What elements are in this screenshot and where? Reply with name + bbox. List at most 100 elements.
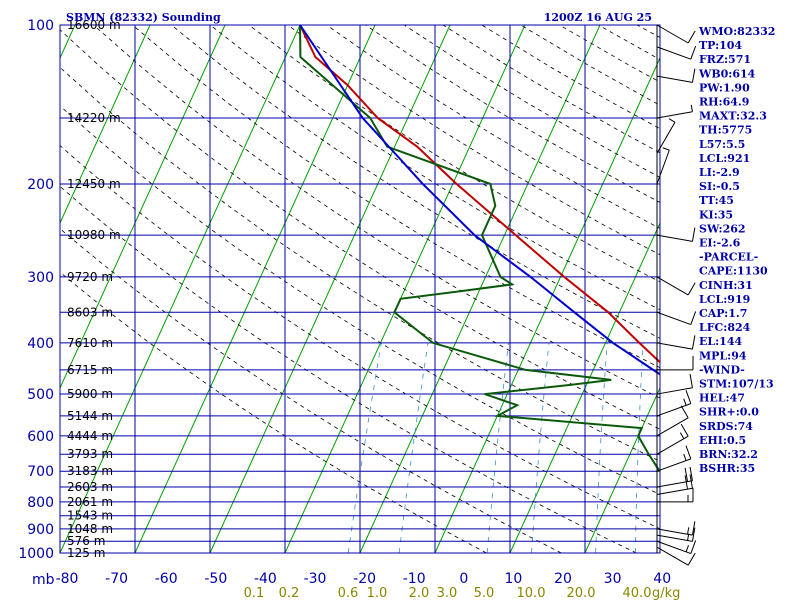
wind-barb-flag [685, 545, 689, 553]
wind-barb-flag [689, 466, 693, 481]
sounding-index: EHI:0.5 [699, 434, 746, 447]
wind-barb-shaft [656, 387, 693, 395]
plot-frame [59, 24, 661, 554]
mixing-ratio-line [531, 342, 550, 553]
sounding-index: L57:5.5 [699, 138, 745, 151]
sounding-index: SHR+:0.0 [699, 406, 759, 419]
wind-barb-flag [662, 147, 670, 151]
pressure-label: 700 [27, 464, 54, 480]
mixing-ratio-labels: 0.1 0.2 0.6 1.0 2.0 3.0 5.0 10.0 20.0 40.0 [244, 586, 652, 600]
wind-barb-shaft [656, 403, 691, 417]
sounding-index: MAXT:32.3 [699, 110, 767, 123]
height-label: 2603 m [67, 480, 113, 494]
dry-adiabat [60, 29, 660, 430]
sounding-index: SRDS:74 [699, 420, 753, 433]
height-label: 14220 m [67, 111, 121, 125]
sounding-index: STM:107/13 [699, 378, 774, 391]
sounding-index: LI:-2.9 [699, 166, 740, 179]
wind-barb-shaft [656, 121, 676, 154]
sounding-index: RH:64.9 [699, 96, 749, 109]
height-label: 7610 m [67, 336, 113, 350]
isotherm-line [584, 386, 660, 553]
wind-barb-shaft [656, 480, 693, 488]
sounding-index: CINH:31 [699, 279, 753, 292]
temperature-tick-label: 0 [459, 571, 468, 587]
temperature-tick-label: 40 [653, 571, 671, 587]
temperature-tick-label: -20 [353, 571, 376, 587]
sounding-index: CAPE:1130 [699, 265, 768, 278]
profile-series [299, 25, 660, 473]
mixing-ratio-label: 3.0 [437, 586, 458, 600]
wind-barb-shaft [656, 46, 691, 60]
height-label: 576 m [67, 534, 105, 548]
wind-barb-flag [687, 527, 690, 535]
temperature-tick-label: 10 [504, 571, 522, 587]
wind-barb-flag [679, 432, 685, 439]
pressure-label: 100 [27, 18, 54, 34]
pressure-labels: 100 200 300 400 500 600 700 800 900 1000 [18, 18, 54, 562]
height-label: 8603 m [67, 305, 113, 319]
temperature-tick-labels: -80 -70 -60 -50 -40 -30 -20 -10 0 10 20 30 40 [56, 571, 672, 587]
pressure-label: 900 [27, 522, 54, 538]
sounding-index: HEL:47 [699, 392, 745, 405]
wind-barb-flag [689, 373, 693, 388]
wind-barb-shaft [656, 546, 689, 566]
isotherm-line [60, 25, 301, 553]
wind-barb-flag [684, 467, 689, 482]
mixing-ratio-line [635, 342, 644, 553]
temperature-line [299, 25, 660, 364]
wind-barb-flag [685, 445, 692, 460]
sounding-index: -WIND- [699, 363, 745, 376]
wind-barbs [656, 24, 697, 566]
isotherm-line [434, 56, 660, 553]
wind-barb-shaft [656, 540, 691, 555]
height-label: 2061 m [67, 495, 113, 509]
temperature-tick-label: 20 [554, 571, 572, 587]
sounding-index: TH:5775 [699, 124, 752, 137]
wind-barb-flag [690, 45, 697, 60]
sounding-index: LFC:824 [699, 321, 751, 334]
mixing-ratio-label: 1.0 [367, 586, 388, 600]
mixing-ratio-label: 20.0 [567, 586, 596, 600]
sounding-index: WMO:82332 [698, 25, 775, 38]
wind-barb-flag [691, 527, 696, 542]
wind-barb-flag [687, 552, 696, 566]
dry-adiabats [60, 25, 660, 553]
sounding-index: KI:35 [699, 208, 733, 221]
wind-barb-flag [683, 453, 687, 461]
wind-barb-flag [691, 68, 696, 83]
mixing-ratio-label: 5.0 [474, 586, 495, 600]
wind-barb-flag [690, 311, 697, 325]
wind-barb-shaft [656, 234, 693, 242]
pressure-label: 500 [27, 387, 54, 403]
wind-barb-shaft [656, 458, 691, 472]
mixing-ratio-label: 0.2 [279, 586, 300, 600]
wind-barb-shaft [656, 276, 689, 296]
isotherm-line [284, 25, 526, 553]
wind-barb-shaft [656, 417, 689, 437]
height-label: 3793 m [67, 447, 113, 461]
wind-barb-shaft [656, 534, 693, 542]
height-label: 1543 m [67, 509, 113, 523]
dry-adiabat [60, 105, 660, 495]
pressure-label: 800 [27, 495, 54, 511]
temperature-gridlines [59, 24, 661, 554]
sounding-index: MPL:94 [699, 349, 747, 362]
mixing-ratio-line [398, 342, 429, 553]
height-label: 16600 m [67, 18, 121, 32]
isotherm-line [60, 25, 151, 225]
wind-barb-flag [690, 540, 697, 554]
height-label: 3183 m [67, 464, 113, 478]
wind-barb-flag [687, 282, 696, 296]
height-label: 1048 m [67, 522, 113, 536]
pressure-label: 200 [27, 177, 54, 193]
sounding-index: TP:104 [699, 39, 742, 52]
temperature-tick-label: -40 [254, 571, 277, 587]
wind-barb-shaft [656, 75, 693, 83]
pressure-label: 1000 [18, 546, 54, 562]
wind-barb-shaft [656, 528, 693, 536]
wind-barb-flag [680, 423, 689, 437]
sounding-index: WB0:614 [698, 67, 756, 80]
